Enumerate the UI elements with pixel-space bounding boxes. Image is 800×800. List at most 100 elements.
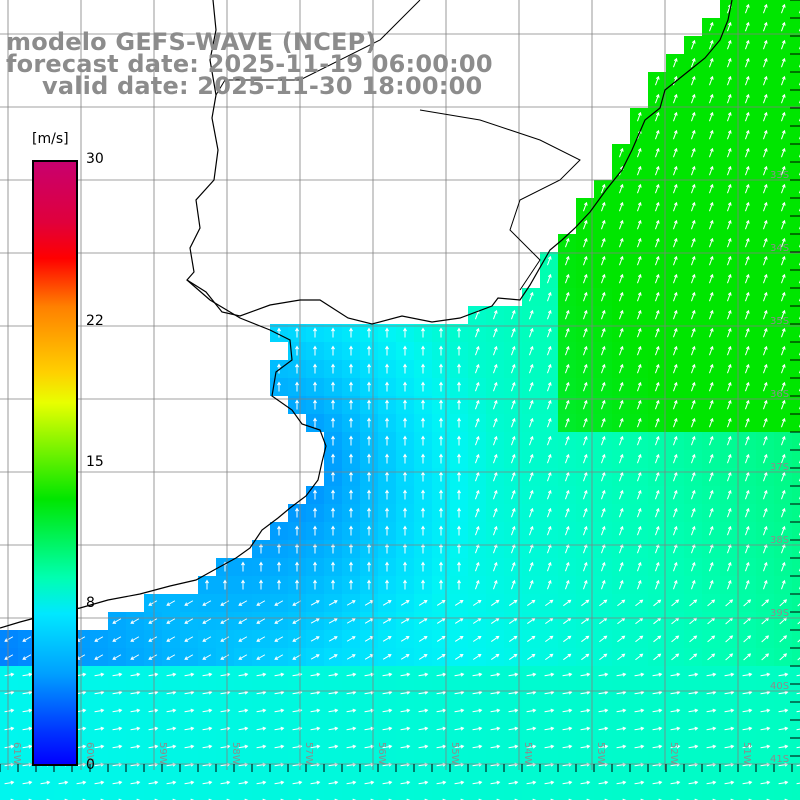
wind-arrow [508, 709, 518, 713]
wind-cell [756, 792, 774, 800]
wind-cell [792, 54, 800, 72]
wind-arrow-head [727, 399, 732, 404]
wind-arrow [418, 618, 428, 624]
wind-arrow [546, 256, 552, 266]
wind-arrow-head [478, 690, 483, 695]
wind-arrow [527, 599, 535, 607]
wind-arrow-head [655, 489, 660, 494]
wind-arrow-head [729, 653, 734, 658]
wind-arrow-head [604, 726, 609, 731]
wind-arrow [742, 745, 752, 749]
wind-arrow-head [727, 471, 732, 476]
wind-arrow-head [601, 291, 606, 296]
wind-arrow-head [745, 291, 750, 296]
wind-arrow [528, 454, 534, 464]
wind-arrow-head [550, 672, 555, 677]
wind-arrow [634, 727, 644, 731]
wind-arrow-head [745, 507, 750, 512]
wind-arrow-head [655, 417, 660, 422]
wind-arrow [744, 562, 750, 572]
wind-arrow [762, 202, 768, 212]
wind-arrow [780, 328, 786, 338]
wind-arrow-head [496, 690, 501, 695]
wind-cell [792, 702, 800, 720]
wind-arrow [762, 364, 768, 374]
longitude-label: 58W [230, 742, 241, 765]
wind-arrow [724, 691, 734, 695]
wind-arrow [202, 673, 212, 677]
wind-arrow-head [442, 780, 447, 785]
wind-arrow [636, 544, 642, 554]
wind-arrow-head [529, 363, 534, 368]
wind-arrow [690, 418, 696, 428]
wind-arrow [490, 781, 500, 785]
wind-arrow-head [586, 708, 591, 713]
wind-arrow-head [673, 327, 678, 332]
wind-arrow-head [586, 744, 591, 749]
wind-arrow [780, 4, 786, 14]
wind-arrow [726, 148, 732, 158]
wind-arrow-head [441, 636, 446, 640]
wind-arrow [563, 635, 571, 643]
wind-arrow-head [712, 708, 717, 713]
wind-arrow [292, 600, 302, 606]
wind-arrow [220, 763, 230, 767]
wind-arrow-head [388, 708, 393, 713]
wind-arrow-head [745, 3, 750, 8]
wind-arrow [652, 763, 662, 767]
wind-arrow-head [334, 744, 339, 749]
wind-arrow-head [676, 690, 681, 695]
wind-arrow [148, 763, 158, 767]
wind-arrow-head [118, 744, 123, 749]
wind-arrow-head [658, 744, 663, 749]
wind-arrow [707, 653, 715, 661]
wind-cell [792, 720, 800, 738]
wind-arrow [508, 781, 518, 785]
wind-arrow-head [460, 726, 465, 731]
wind-arrow [130, 709, 140, 713]
wind-arrow [364, 691, 374, 695]
wind-arrow [744, 400, 750, 410]
wind-arrow-head [439, 579, 443, 584]
wind-arrow [472, 763, 482, 767]
wind-arrow [726, 256, 732, 266]
wind-arrow-head [766, 780, 771, 785]
wind-arrow [762, 580, 768, 590]
wind-arrow-head [406, 672, 411, 677]
wind-arrow [744, 112, 750, 122]
wind-arrow [94, 763, 104, 767]
wind-arrow-head [166, 656, 171, 660]
wind-arrow-head [565, 237, 570, 242]
wind-arrow-head [763, 201, 768, 206]
wind-arrow [510, 346, 516, 356]
wind-arrow [780, 22, 786, 32]
wind-arrow-head [568, 780, 573, 785]
wind-arrow-head [657, 653, 662, 658]
wind-arrow-head [477, 617, 482, 622]
wind-arrow [688, 763, 698, 767]
wind-arrow-head [424, 726, 429, 731]
wind-arrow-head [547, 579, 552, 584]
wind-arrow-head [367, 489, 371, 494]
wind-arrow [708, 580, 714, 590]
wind-arrow [582, 364, 588, 374]
wind-arrow [726, 562, 732, 572]
wind-arrow-head [748, 726, 753, 731]
wind-arrow-head [637, 525, 642, 530]
wind-arrow [418, 781, 428, 785]
wind-arrow-head [601, 471, 606, 476]
wind-arrow [672, 472, 678, 482]
wind-arrow-head [118, 726, 123, 731]
wind-arrow-head [637, 201, 642, 206]
wind-arrow-head [457, 381, 461, 386]
wind-cell [54, 792, 72, 800]
wind-arrow-head [691, 129, 696, 134]
wind-arrow-head [675, 599, 680, 604]
wind-arrow [564, 382, 570, 392]
wind-arrow-head [565, 399, 570, 404]
wind-arrow [654, 130, 660, 140]
wind-arrow-head [655, 561, 660, 566]
wind-arrow-head [403, 471, 407, 476]
wind-arrow [634, 691, 644, 695]
wind-arrow [220, 745, 230, 749]
